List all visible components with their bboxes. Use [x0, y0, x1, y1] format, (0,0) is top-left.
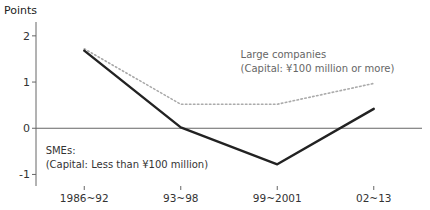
series-line: [84, 49, 374, 104]
x-tick: [180, 186, 181, 190]
annotation: (Capital: Less than ¥100 million): [46, 159, 209, 170]
y-axis-line: [36, 22, 37, 186]
annotation: (Capital: ¥100 million or more): [241, 63, 395, 74]
y-tick-label: 0: [23, 122, 30, 135]
annotation: Large companies: [241, 49, 327, 60]
x-tick-label: 02~13: [356, 192, 392, 204]
y-tick: [32, 174, 36, 175]
y-tick-label: 1: [23, 76, 30, 89]
x-tick-label: 1986~92: [60, 192, 109, 204]
y-tick-label: -1: [19, 168, 30, 181]
annotation: SMEs:: [46, 145, 76, 156]
x-tick-label: 99~2001: [253, 192, 302, 204]
x-tick-label: 93~98: [163, 192, 199, 204]
y-tick: [32, 35, 36, 36]
y-axis-label: Points: [4, 4, 37, 17]
y-tick: [32, 82, 36, 83]
chart-container: -1 0 1 2 Points 1986~92 93~98 99~2001 02~13 Large…: [0, 0, 430, 210]
zero-line: [36, 128, 422, 129]
x-tick: [373, 186, 374, 190]
chart: -1 0 1 2 Points 1986~92 93~98 99~2001 02~13 Large…: [0, 0, 430, 210]
x-tick: [277, 186, 278, 190]
y-tick: [32, 128, 36, 129]
x-tick: [84, 186, 85, 190]
y-tick-label: 2: [23, 30, 30, 43]
